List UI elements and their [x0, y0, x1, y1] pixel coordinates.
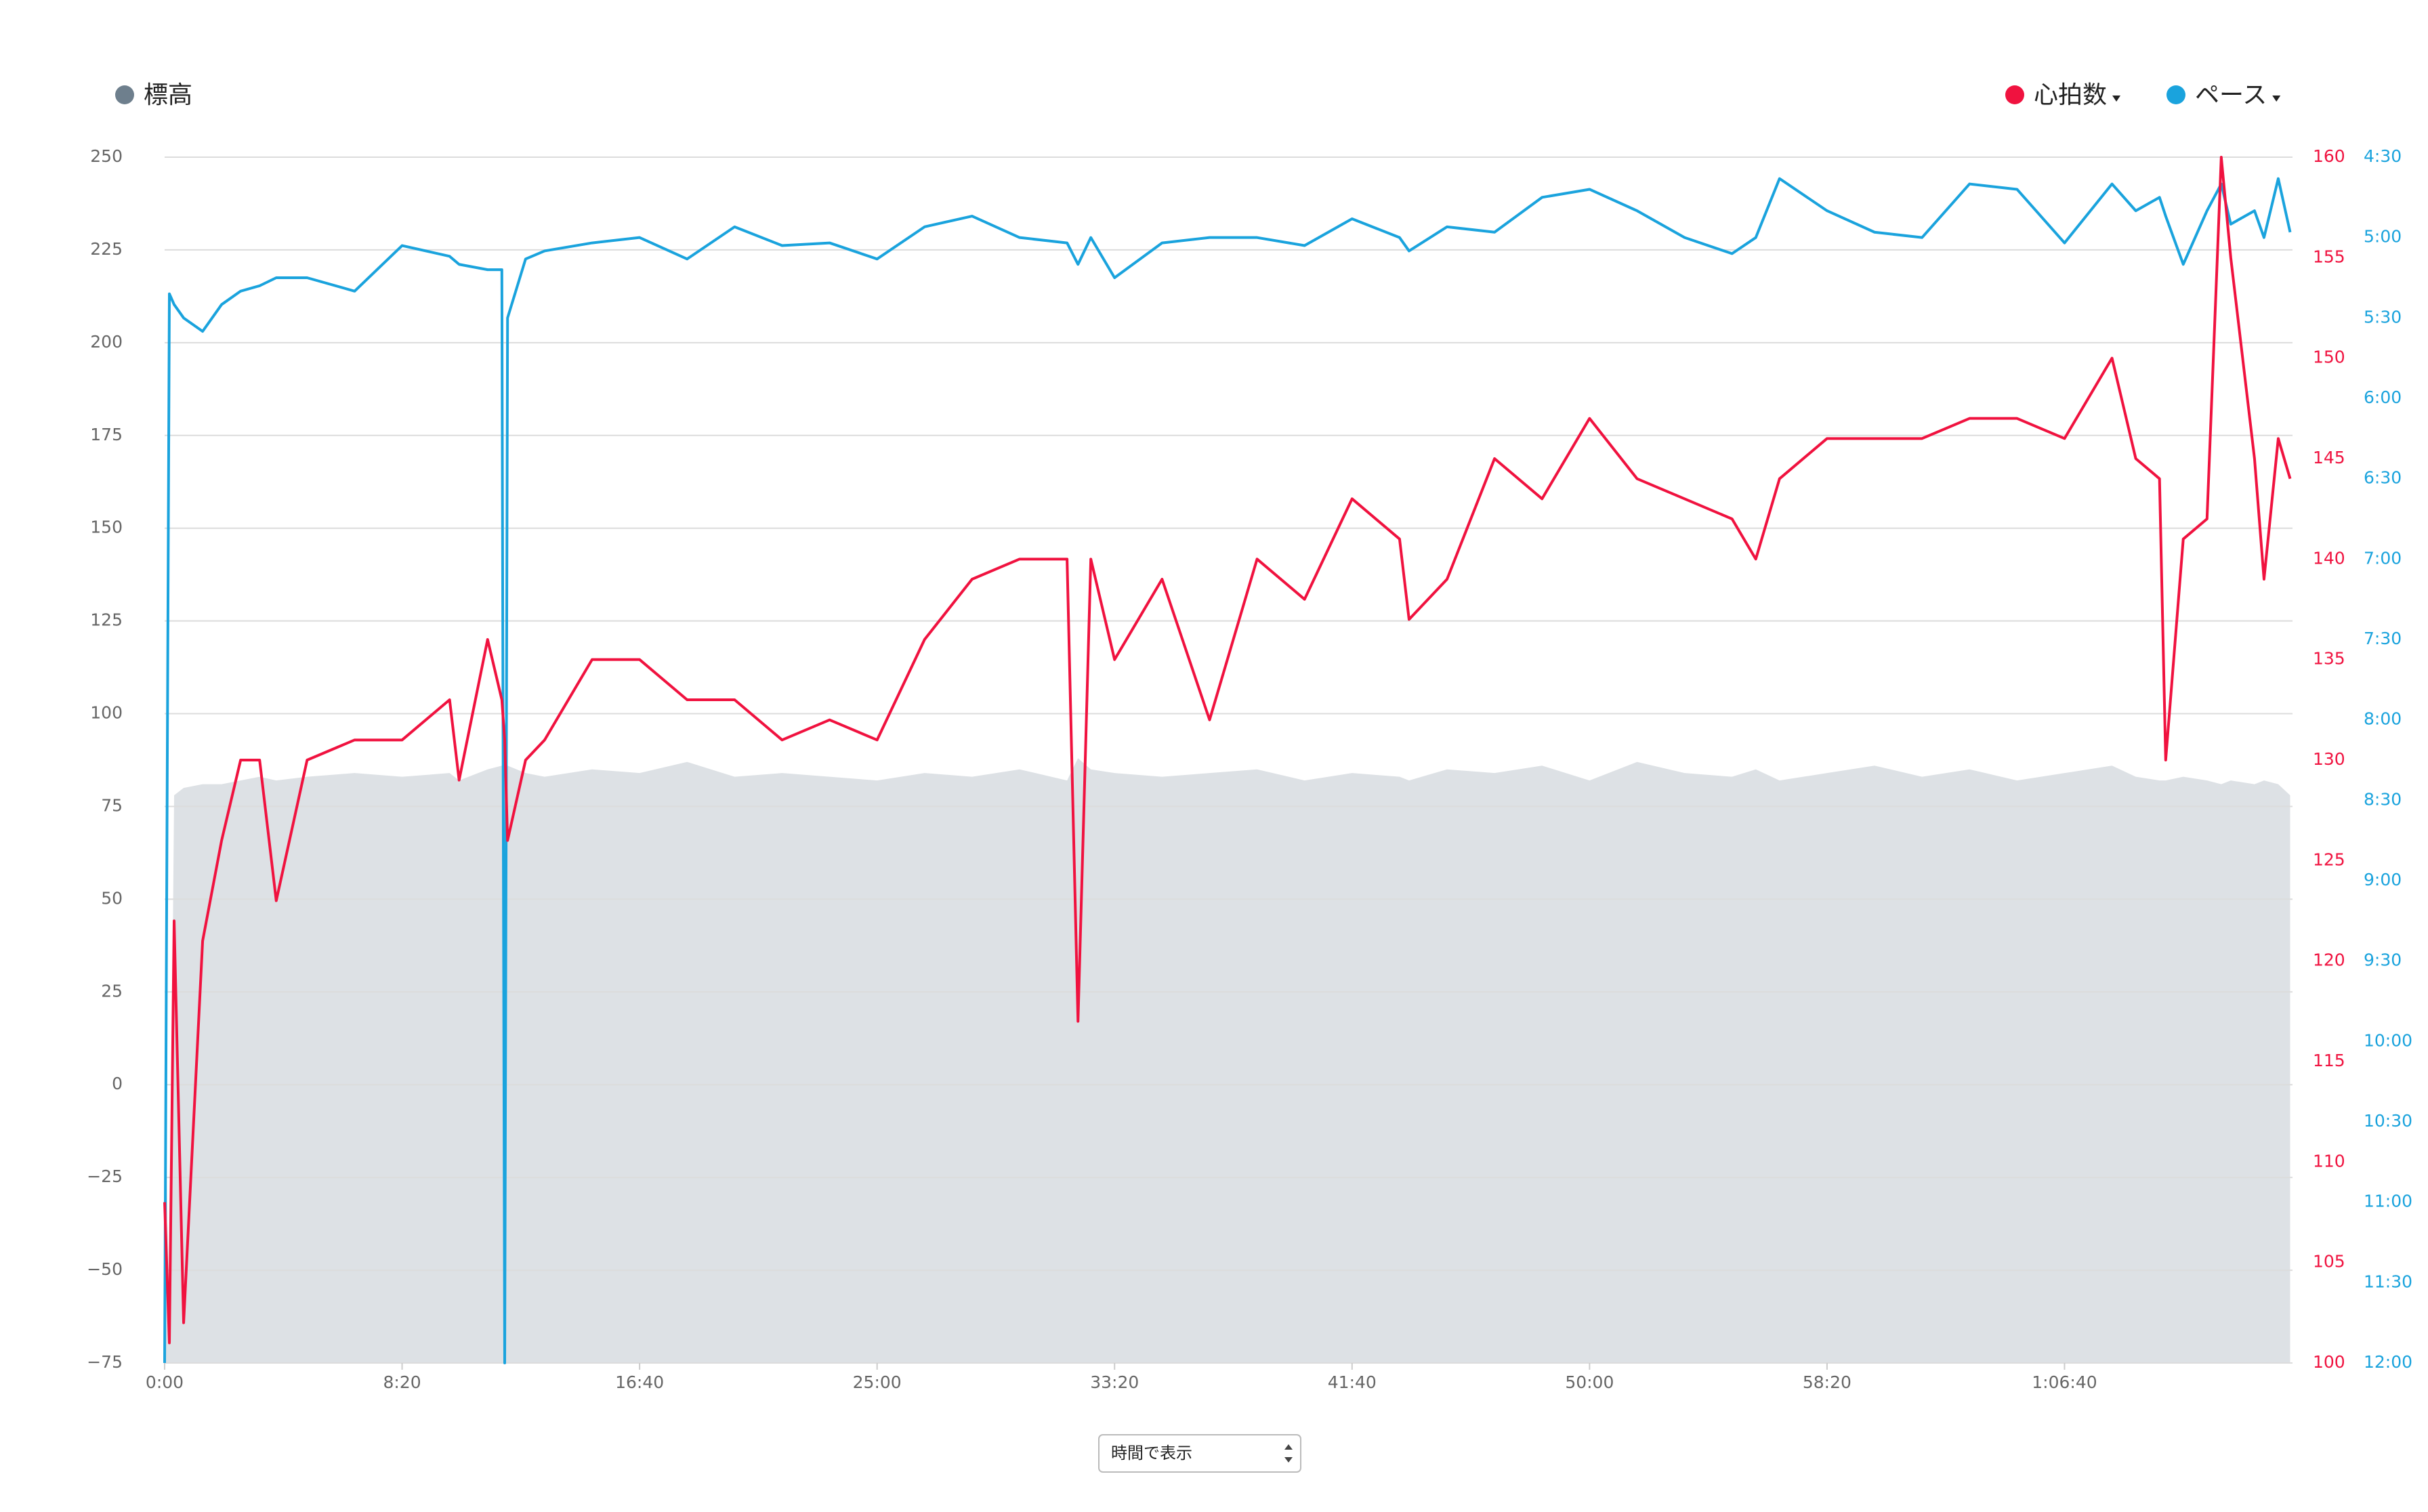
plot: −75 −50 −25 0 25 50 75 100 125 150 175 200 225 250 100… [87, 81, 2412, 1392]
legend-dropdown [2112, 96, 2121, 102]
y2-tick-label: 110 [2313, 1151, 2345, 1171]
y-tick-label: 225 [90, 239, 123, 259]
y-tick-label: 75 [101, 795, 123, 815]
x-tick-label: 41:40 [1328, 1372, 1377, 1392]
y2-tick-label: 125 [2313, 849, 2345, 869]
x-tick-label: 50:00 [1565, 1372, 1614, 1392]
y-tick-label: 150 [90, 518, 123, 537]
select-arrows [1284, 1444, 1293, 1463]
y-tick-label: 125 [90, 610, 123, 630]
series-line [163, 156, 2292, 1345]
legend-label: 標高 [144, 81, 192, 109]
y-tick-label: −75 [87, 1352, 123, 1372]
select-box[interactable] [1098, 1434, 1301, 1473]
y2-tick-label: 155 [2313, 247, 2345, 266]
y3-tick-label: 7:30 [2364, 629, 2402, 648]
y3-tick-label: 4:30 [2364, 146, 2402, 166]
y-tick-label: 100 [90, 703, 123, 723]
y-tick-label: 50 [101, 888, 123, 908]
y3-tick-label: 8:30 [2364, 789, 2402, 809]
y2-tick-label: 135 [2313, 649, 2345, 669]
y3-tick-label: 9:30 [2364, 950, 2402, 970]
y3-tick-label: 10:00 [2364, 1030, 2412, 1050]
x-tick-label: 25:00 [853, 1372, 902, 1392]
y2-tick-label: 120 [2313, 950, 2345, 970]
y-tick-label: 250 [90, 146, 123, 166]
legend-dropdown [2272, 96, 2281, 102]
y3-tick-label: 6:00 [2364, 387, 2402, 407]
y3-tick-label: 8:00 [2364, 709, 2402, 729]
x-tick-label: 16:40 [615, 1372, 664, 1392]
y3-tick-label: 11:00 [2364, 1192, 2412, 1211]
y-tick-label: 175 [90, 425, 123, 444]
y3-tick-label: 10:30 [2364, 1111, 2412, 1131]
select-label[interactable]: 時間で表示 [1111, 1444, 1192, 1463]
y2-tick-label: 130 [2313, 749, 2345, 769]
legend-marker [2005, 85, 2024, 104]
y3-tick-label: 5:30 [2364, 307, 2402, 327]
y-tick-label: −50 [87, 1259, 123, 1279]
legend-label: 心拍数 [2034, 81, 2107, 109]
legend-marker [115, 85, 134, 104]
x-tick-label: 0:00 [146, 1372, 184, 1392]
y2-tick-label: 100 [2313, 1352, 2345, 1372]
area-layer [165, 758, 2290, 1363]
x-tick-label: 33:20 [1090, 1372, 1139, 1392]
y2-tick-label: 140 [2313, 548, 2345, 568]
y-tick-label: 25 [101, 981, 123, 1001]
x-tick-label: 1:06:40 [2032, 1372, 2097, 1392]
legend-label: ペース [2195, 81, 2267, 109]
y-tick-label: −25 [87, 1167, 123, 1186]
y2-tick-label: 115 [2313, 1051, 2345, 1070]
x-tick-label: 8:20 [383, 1372, 421, 1392]
y2-tick-label: 145 [2313, 448, 2345, 467]
y-tick-label: 0 [112, 1074, 123, 1093]
y2-tick-label: 150 [2313, 348, 2345, 367]
y2-tick-label: 105 [2313, 1252, 2345, 1272]
y3-tick-label: 6:30 [2364, 468, 2402, 488]
y-tick-label: 200 [90, 332, 123, 352]
y3-tick-label: 9:00 [2364, 870, 2402, 889]
elevation-area [165, 758, 2290, 1363]
legend-marker [2167, 85, 2185, 104]
y2-tick-label: 160 [2313, 146, 2345, 166]
x-tick-label: 58:20 [1803, 1372, 1851, 1392]
series-line [163, 177, 2292, 1364]
y3-tick-label: 11:30 [2364, 1272, 2412, 1291]
y3-tick-label: 5:00 [2364, 227, 2402, 247]
y3-tick-label: 12:00 [2364, 1352, 2412, 1372]
view-select[interactable]: 時間で表示 [1098, 1434, 1301, 1473]
y3-tick-label: 7:00 [2364, 548, 2402, 568]
